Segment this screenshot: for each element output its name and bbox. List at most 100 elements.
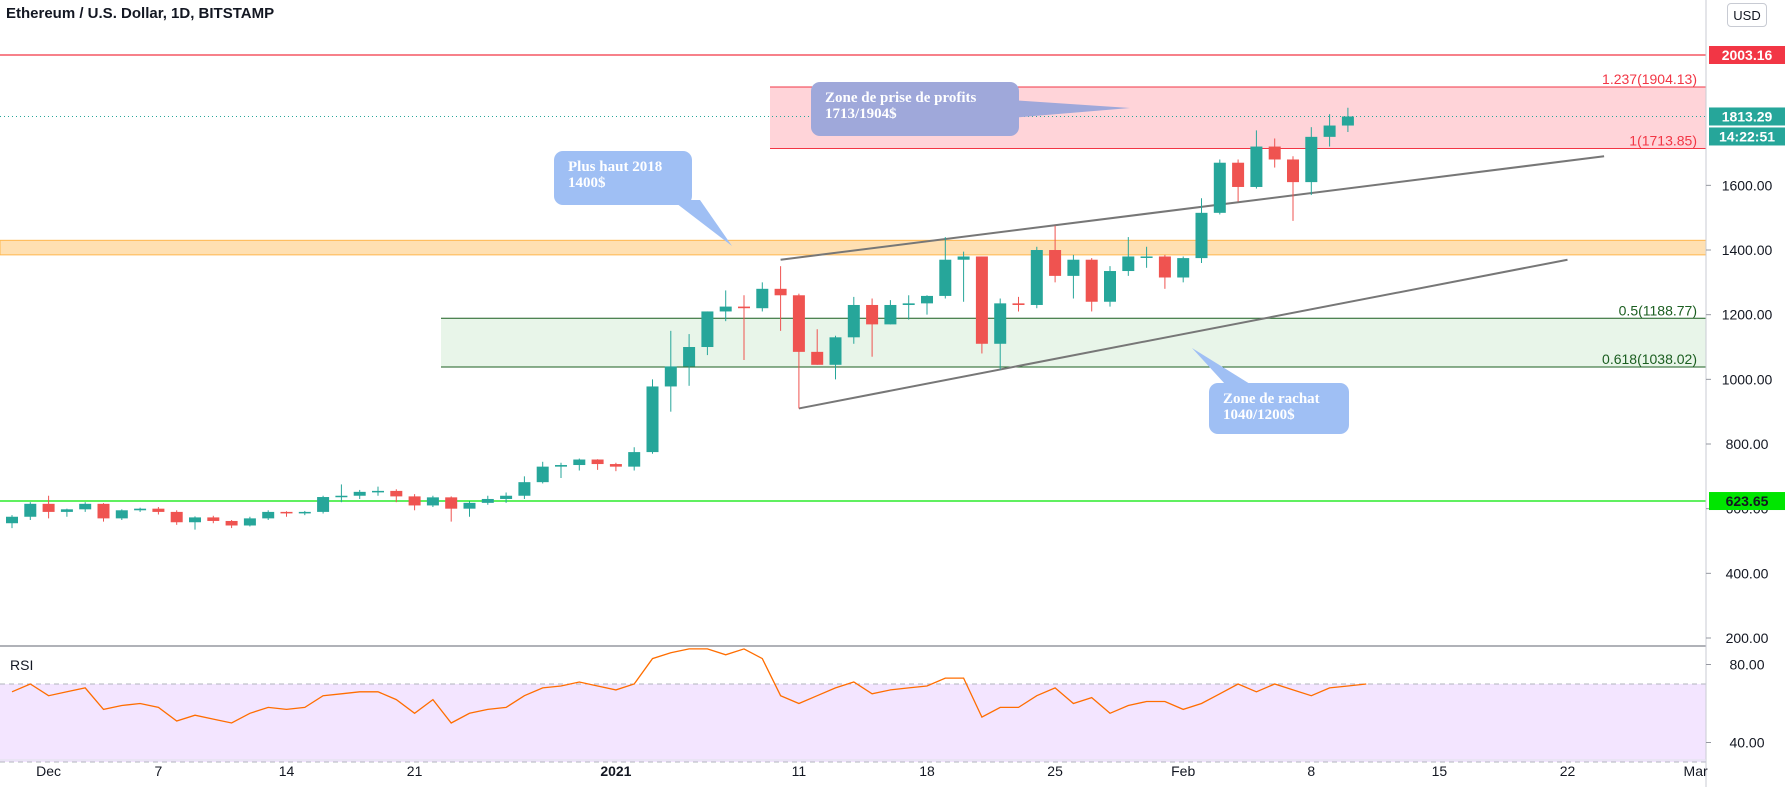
- candle-body-2021-01-24: [1030, 250, 1043, 305]
- candle-body-2021-01-22: [994, 303, 1007, 344]
- price-badge-3: [1709, 492, 1785, 511]
- candle-body-2020-12-10: [207, 517, 220, 521]
- candle-body-2021-01-20: [957, 256, 970, 260]
- candle-body-2020-12-09: [189, 517, 201, 523]
- price-tick-7: 200.00: [1726, 630, 1769, 646]
- rsi-tick-1: 40.00: [1729, 735, 1764, 751]
- candle-body-2020-12-12: [243, 518, 256, 526]
- candle-body-2021-01-28: [1104, 271, 1116, 302]
- candle-body-2020-12-26: [500, 495, 513, 499]
- candle-body-2021-01-05: [683, 347, 696, 367]
- fib-label-1237: 1.237(1904.13): [1602, 71, 1697, 87]
- candle-body-2021-01-16: [884, 304, 897, 325]
- time-label-3: 21: [407, 763, 423, 779]
- candle-body-2021-01-13: [829, 337, 842, 365]
- time-label-6: 18: [919, 763, 935, 779]
- callout-buy-line2: 1040/1200$: [1223, 407, 1295, 423]
- callout-high-line2: 1400$: [568, 175, 606, 191]
- price-badge-0: [1709, 46, 1785, 64]
- price-badge-2: [1709, 127, 1785, 146]
- candle-body-2020-12-01: [42, 503, 55, 512]
- candle-body-2020-12-15: [298, 511, 311, 514]
- rsi-label: RSI: [10, 657, 34, 673]
- candle-body-2020-12-06: [134, 508, 147, 511]
- currency-button[interactable]: USD: [1727, 3, 1767, 27]
- candle-body-2020-12-31: [591, 459, 604, 465]
- candle-body-2021-01-15: [866, 304, 879, 325]
- price-tick-6: 400.00: [1726, 565, 1769, 581]
- candle-body-2021-02-07: [1287, 159, 1299, 183]
- callout-profit-line1: Zone de prise de profits: [825, 90, 977, 106]
- candle-body-2021-01-29: [1122, 256, 1135, 272]
- candle-body-2021-01-08: [738, 306, 750, 309]
- candle-body-2021-02-04: [1232, 162, 1245, 187]
- candle-body-2020-12-21: [408, 496, 421, 506]
- candle-body-2020-11-30: [24, 503, 37, 517]
- candle-body-2020-12-07: [152, 508, 165, 512]
- price-badge-text-1: 1813.29: [1722, 108, 1773, 124]
- chart-title: Ethereum / U.S. Dollar, 1D, BITSTAMP: [6, 5, 275, 22]
- candle-body-2021-02-06: [1268, 146, 1281, 160]
- candle-body-2021-02-03: [1213, 162, 1226, 213]
- callout-profit-pointer: [1010, 100, 1130, 118]
- 2018-high-zone: [0, 239, 1707, 256]
- trendline-2: [798, 258, 1568, 410]
- candle-body-2021-01-07: [719, 306, 732, 312]
- candle-body-2020-12-24: [463, 502, 476, 509]
- candle-body-2021-01-02: [628, 452, 641, 467]
- candle-body-2020-12-14: [280, 511, 293, 514]
- candle-body-2021-01-27: [1085, 259, 1098, 302]
- price-badge-1: [1709, 107, 1785, 126]
- candle-body-2021-01-26: [1067, 259, 1080, 276]
- candle-body-2020-12-17: [335, 495, 348, 498]
- callout-profit-zone: Zone de prise de profits 1713/1904$: [811, 82, 1019, 136]
- candle-body-2021-01-12: [811, 351, 824, 365]
- candle-body-2021-01-06: [701, 311, 714, 348]
- time-label-0: Dec: [36, 763, 61, 779]
- candle-body-2021-01-03: [646, 386, 659, 453]
- candle-body-2021-02-05: [1250, 146, 1263, 187]
- fib-label-0618: 0.618(1038.02): [1602, 351, 1697, 367]
- candle-body-2020-11-29: [6, 516, 18, 524]
- price-tick-2: 1200.00: [1722, 307, 1773, 323]
- candle-body-2020-12-20: [390, 490, 403, 497]
- callout-buy-line1: Zone de rachat: [1223, 391, 1320, 407]
- candle-body-2021-01-11: [792, 295, 805, 352]
- candle-body-2020-12-30: [573, 459, 586, 466]
- candle-body-2020-12-04: [97, 503, 110, 519]
- time-label-12: Mar: [1684, 763, 1708, 779]
- candle-body-2021-02-09: [1323, 125, 1336, 137]
- rsi-line: [11, 648, 1367, 724]
- candle-body-2021-01-17: [902, 303, 915, 305]
- callout-high-pointer: [672, 200, 732, 246]
- price-tick-1: 1400.00: [1722, 242, 1773, 258]
- candle-body-2021-02-10: [1341, 116, 1354, 126]
- candle-body-2020-12-11: [225, 520, 238, 526]
- candle-body-2021-01-31: [1158, 256, 1171, 278]
- candle-body-2021-01-10: [774, 288, 787, 296]
- time-label-5: 11: [792, 763, 807, 779]
- candle-body-2021-01-21: [975, 256, 988, 344]
- rsi-band: [0, 684, 1706, 762]
- candle-body-2020-12-22: [426, 497, 439, 506]
- candle-body-2021-01-01: [609, 464, 622, 467]
- trendline-1: [780, 155, 1605, 261]
- buy-zone: [441, 318, 1706, 368]
- candle-body-2021-01-19: [939, 259, 952, 296]
- time-label-8: Feb: [1171, 763, 1195, 779]
- candle-body-2021-02-01: [1177, 258, 1190, 278]
- candle-body-2021-01-14: [847, 304, 860, 338]
- candle-body-2020-12-19: [372, 490, 384, 493]
- candle-body-2020-12-27: [518, 482, 531, 496]
- candle-body-2021-01-09: [756, 288, 769, 309]
- price-badge-text-2: 14:22:51: [1719, 128, 1775, 144]
- time-label-2: 14: [279, 763, 295, 779]
- callout-buy-pointer: [1192, 348, 1250, 384]
- candle-body-2021-01-25: [1049, 250, 1062, 276]
- candle-body-2020-12-29: [555, 465, 567, 467]
- price-tick-4: 800.00: [1726, 436, 1769, 452]
- candle-body-2020-12-25: [481, 498, 494, 503]
- candle-body-2020-12-05: [115, 510, 128, 519]
